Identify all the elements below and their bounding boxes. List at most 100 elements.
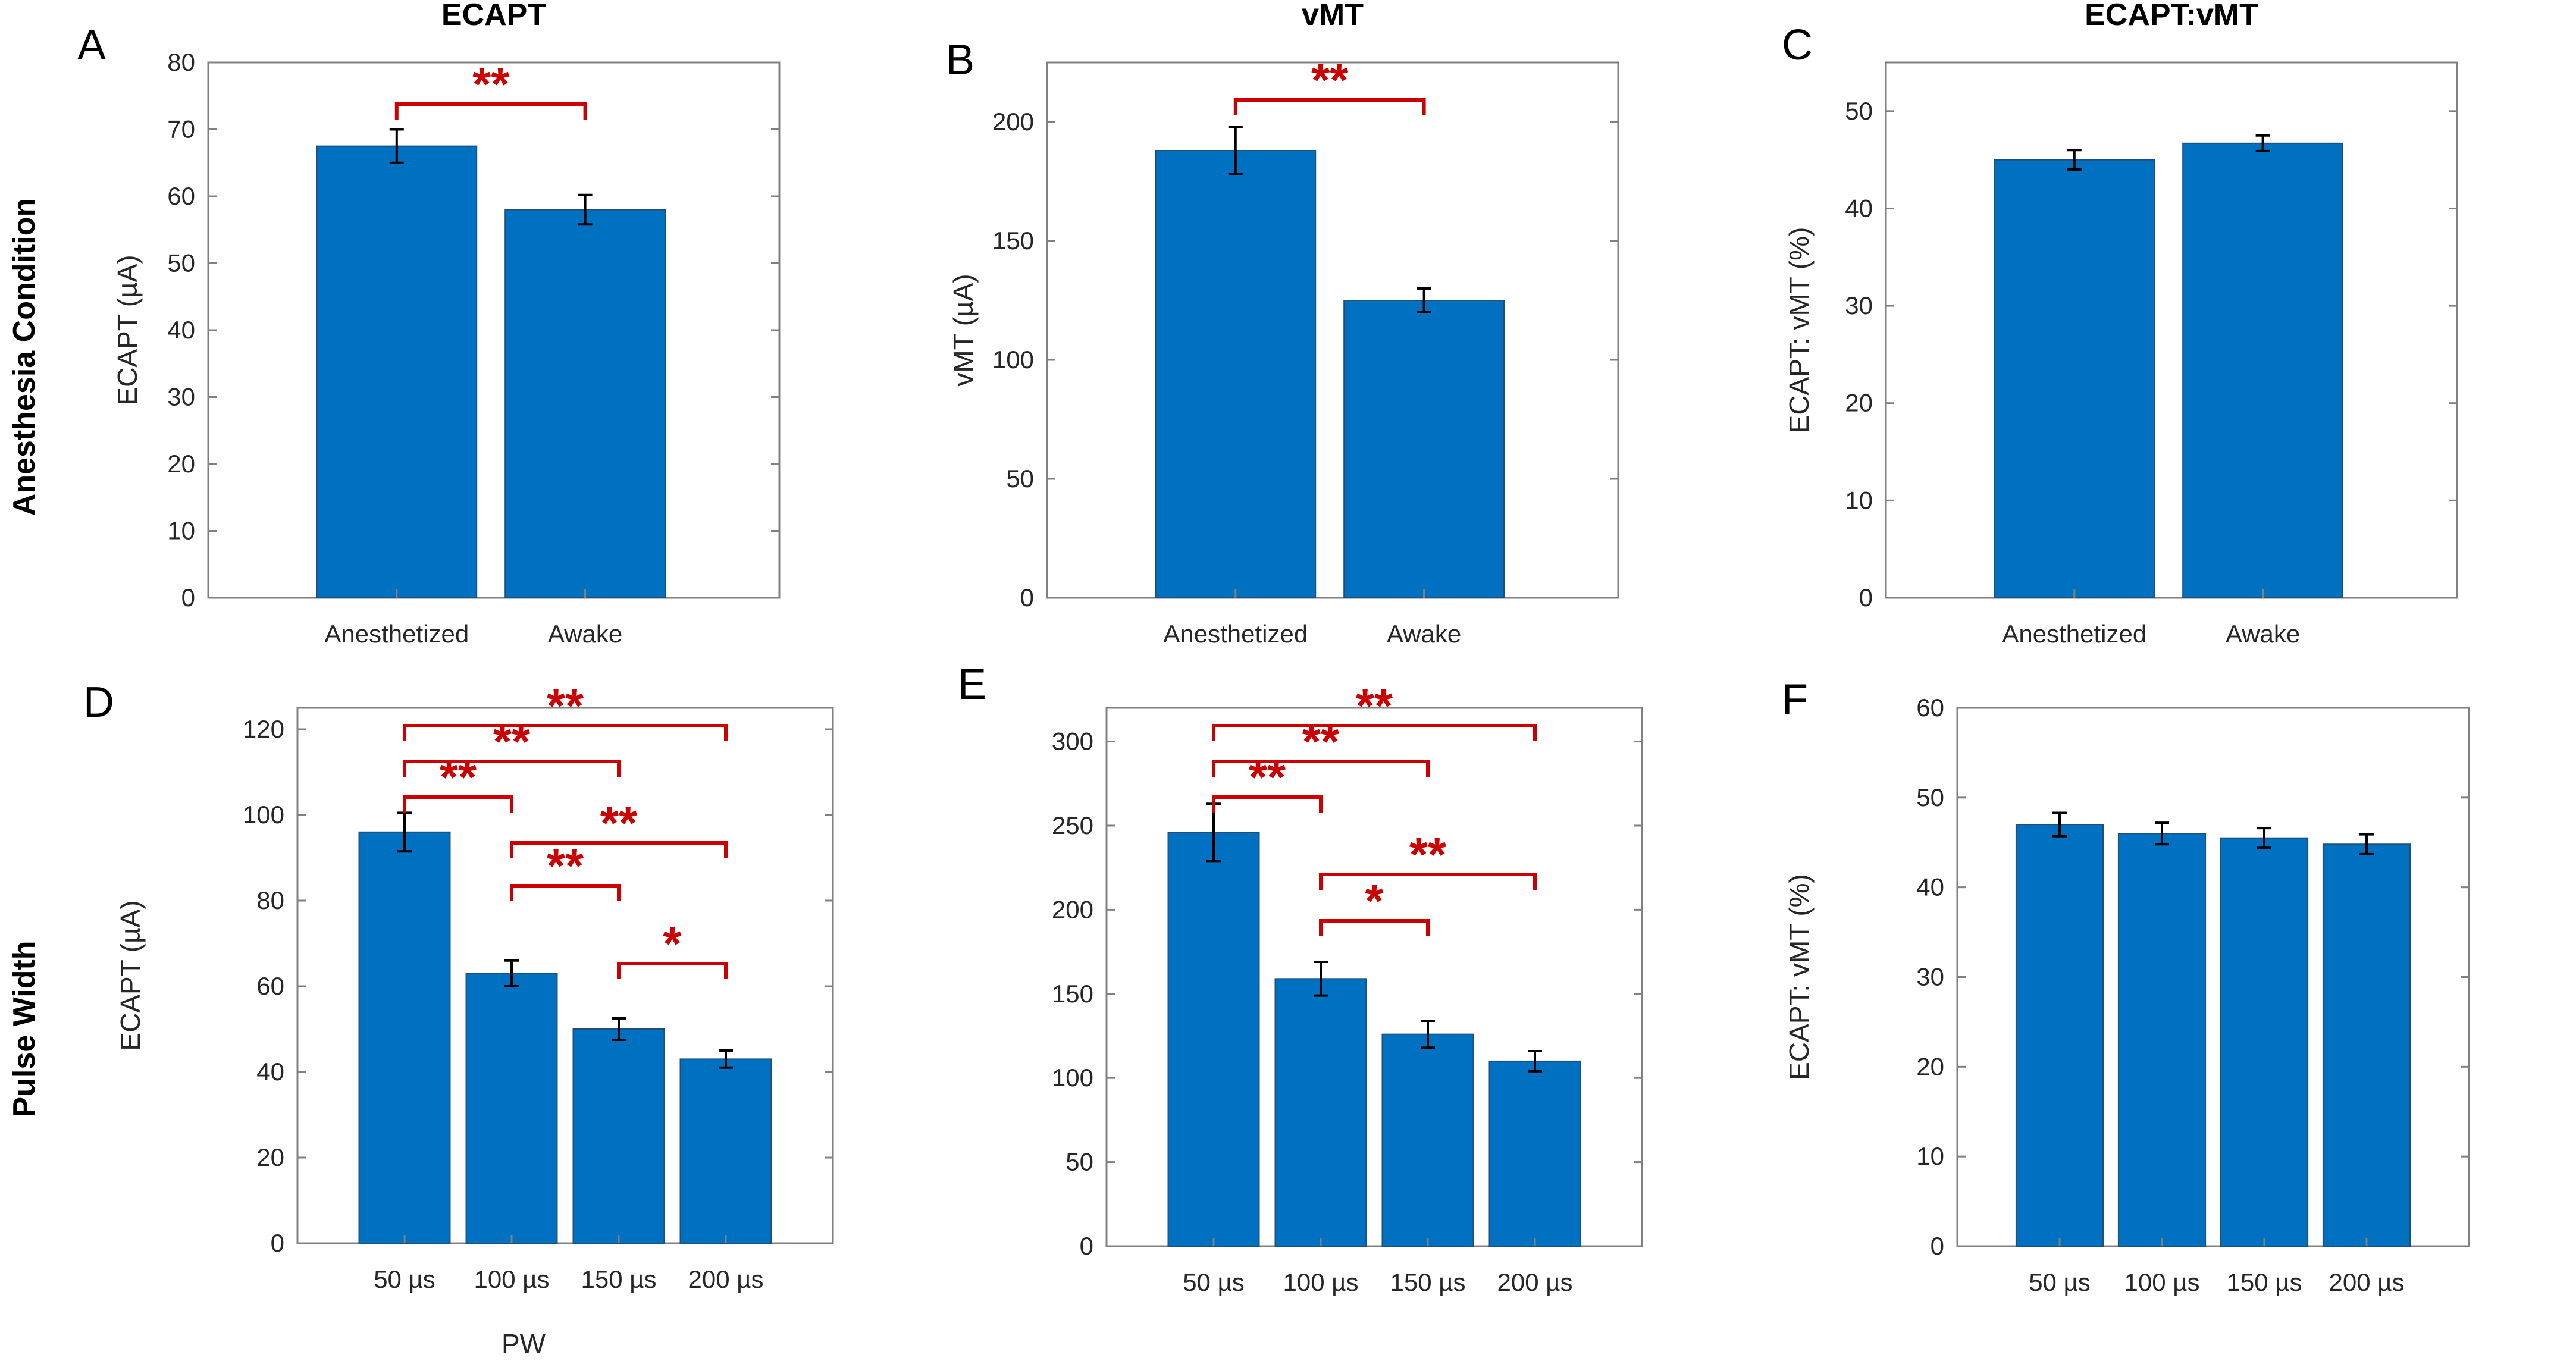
significance-bracket bbox=[1319, 873, 1537, 890]
bar bbox=[1167, 832, 1260, 1247]
panel-a: 0 10 20 30 40 50 60 70 80 Anesthetized Awake ** A ECA… bbox=[77, 0, 781, 648]
y-axis-label: ECAPT: vMT (%) bbox=[1784, 227, 1815, 434]
y-tick-label: 0 bbox=[1931, 1232, 1944, 1260]
y-tick-label: 200 bbox=[992, 108, 1034, 136]
y-tick-label: 250 bbox=[1052, 811, 1093, 839]
y-tick-label: 20 bbox=[256, 1143, 284, 1171]
y-tick-label: 50 bbox=[1845, 97, 1873, 125]
significance-bracket bbox=[1212, 795, 1323, 813]
y-tick-label: 0 bbox=[1020, 584, 1034, 611]
bar bbox=[1343, 300, 1505, 598]
significance-label: ** bbox=[440, 751, 477, 804]
y-axis-label: ECAPT (µA) bbox=[115, 900, 146, 1050]
y-tick-label: 50 bbox=[1066, 1148, 1093, 1176]
x-tick-label: Anesthetized bbox=[1163, 620, 1308, 648]
x-tick-label: Anesthetized bbox=[324, 620, 469, 648]
x-tick-label: 50 µs bbox=[374, 1265, 435, 1293]
y-tick-label: 40 bbox=[167, 316, 195, 344]
significance-bracket bbox=[510, 884, 621, 901]
y-axis-label: vMT (µA) bbox=[948, 274, 979, 386]
row-title-pulse-width: Pulse Width bbox=[7, 940, 42, 1117]
y-tick-label: 40 bbox=[1916, 873, 1944, 901]
y-tick-label: 0 bbox=[271, 1229, 284, 1257]
y-axis-label: ECAPT (µA) bbox=[112, 255, 143, 405]
y-tick-label: 60 bbox=[167, 182, 195, 210]
x-tick-label: 200 µs bbox=[2329, 1268, 2405, 1296]
y-tick-label: 20 bbox=[1916, 1052, 1944, 1080]
bar bbox=[2220, 837, 2309, 1247]
bar bbox=[1274, 978, 1367, 1247]
significance-label: ** bbox=[547, 679, 584, 732]
plot-frame bbox=[296, 707, 834, 1244]
y-tick-label: 0 bbox=[181, 584, 195, 611]
y-tick-label: 20 bbox=[167, 450, 195, 478]
panel-c: 0 10 20 30 40 50 Anesthetized Awake C ECAPT:vMT EC… bbox=[1782, 0, 2458, 648]
row-title-anesthesia: Anesthesia Condition bbox=[7, 198, 42, 516]
x-tick-label: 150 µs bbox=[581, 1265, 657, 1293]
x-tick-label: 100 µs bbox=[474, 1265, 550, 1293]
bar bbox=[2322, 843, 2411, 1247]
y-tick-label: 20 bbox=[1845, 389, 1873, 417]
panel-letter: C bbox=[1782, 21, 1813, 69]
x-axis-label: PW bbox=[502, 1328, 546, 1359]
x-tick-label: Anesthetized bbox=[2002, 620, 2146, 648]
plot-frame bbox=[1885, 61, 2458, 599]
bar bbox=[1994, 159, 2155, 598]
panel-title: ECAPT:vMT bbox=[2085, 0, 2258, 32]
y-tick-label: 70 bbox=[167, 115, 195, 143]
y-tick-label: 200 bbox=[1052, 895, 1093, 923]
bar bbox=[679, 1058, 772, 1244]
y-tick-label: 40 bbox=[1845, 194, 1873, 222]
bar bbox=[572, 1028, 665, 1244]
y-tick-label: 60 bbox=[1916, 694, 1944, 722]
significance-label: ** bbox=[1249, 751, 1286, 804]
x-tick-label: 200 µs bbox=[688, 1265, 764, 1293]
significance-bracket bbox=[403, 760, 621, 777]
y-tick-label: 60 bbox=[256, 972, 284, 1000]
y-axis-label: ECAPT: vMT (%) bbox=[1784, 874, 1815, 1080]
significance-bracket bbox=[510, 841, 728, 858]
plot-frame bbox=[207, 61, 781, 599]
panel-title: ECAPT bbox=[441, 0, 546, 32]
y-tick-label: 50 bbox=[1916, 783, 1944, 811]
panel-letter: E bbox=[958, 661, 986, 708]
significance-label: ** bbox=[547, 839, 584, 892]
x-tick-label: 150 µs bbox=[1390, 1268, 1466, 1296]
x-tick-label: Awake bbox=[1387, 620, 1461, 648]
y-tick-label: 150 bbox=[992, 227, 1034, 255]
y-tick-label: 100 bbox=[1052, 1064, 1093, 1092]
significance-label: ** bbox=[1356, 679, 1393, 732]
bar bbox=[2015, 824, 2104, 1247]
x-tick-label: Awake bbox=[2226, 620, 2300, 648]
x-tick-label: 50 µs bbox=[1183, 1268, 1245, 1296]
y-tick-label: 30 bbox=[1845, 291, 1873, 319]
bar bbox=[504, 209, 666, 598]
x-tick-label: Awake bbox=[548, 620, 622, 648]
significance-label: ** bbox=[600, 796, 638, 849]
significance-label: ** bbox=[472, 58, 510, 111]
y-tick-label: 0 bbox=[1080, 1232, 1093, 1260]
plot-frame bbox=[1046, 61, 1619, 599]
significance-bracket bbox=[394, 102, 587, 120]
y-tick-label: 30 bbox=[1916, 963, 1944, 991]
significance-label: ** bbox=[493, 715, 531, 768]
significance-bracket bbox=[1319, 919, 1430, 936]
y-tick-label: 300 bbox=[1052, 727, 1093, 755]
significance-bracket bbox=[1212, 724, 1537, 741]
bar bbox=[465, 973, 558, 1244]
y-tick-label: 10 bbox=[167, 517, 195, 545]
panel-f: 0 10 20 30 40 50 60 50 µs 100 µs 150 µs 200 µs F ECA… bbox=[1782, 676, 2470, 1296]
bar bbox=[1381, 1033, 1474, 1247]
y-tick-label: 50 bbox=[1006, 465, 1034, 493]
y-tick-label: 120 bbox=[243, 715, 284, 743]
bar bbox=[2117, 833, 2207, 1247]
significance-label: ** bbox=[1311, 54, 1349, 106]
panel-letter: B bbox=[946, 36, 974, 84]
y-tick-label: 30 bbox=[167, 383, 195, 411]
y-tick-label: 10 bbox=[1845, 486, 1873, 514]
x-tick-label: 100 µs bbox=[2124, 1268, 2200, 1296]
x-tick-label: 100 µs bbox=[1283, 1268, 1359, 1296]
panel-letter: F bbox=[1782, 676, 1808, 723]
